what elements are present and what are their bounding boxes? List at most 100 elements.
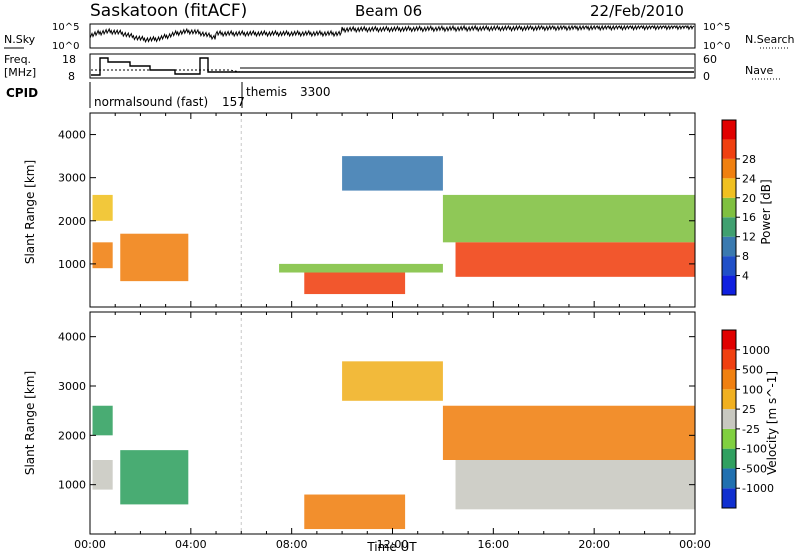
velocity-x-axis: 00:00 04:00 08:00 12:00 16:00 20:00 00:00 xyxy=(74,538,711,551)
colorbar-tick-label-1: 500 xyxy=(742,364,763,377)
colorbar-tick-label-4: -25 xyxy=(742,423,760,436)
y-tick-label-1000: 1000 xyxy=(58,258,86,271)
nave-trace xyxy=(91,69,694,73)
colorbar-tick-label-3: 25 xyxy=(742,403,756,416)
colorbar-tick-label-6: -500 xyxy=(742,462,767,475)
colorbar-tick-label-3: 16 xyxy=(742,211,756,224)
velocity-plot-area xyxy=(92,312,695,534)
x-tick-label-2: 08:00 xyxy=(276,538,308,551)
colorbar-swatch-5 xyxy=(722,409,736,429)
freq-label-line1: Freq. xyxy=(4,53,31,66)
colorbar-swatch-9 xyxy=(722,120,736,140)
scatter-region-8 xyxy=(455,242,695,277)
power-panel: 1000 2000 3000 4000 Slant Range [km] 4 8 12 16… xyxy=(23,112,773,308)
y-tick-label-2000: 2000 xyxy=(58,215,86,228)
colorbar-tick-label-6: 28 xyxy=(742,153,756,166)
noise-left-tick-bottom: 10^0 xyxy=(52,41,79,52)
x-tick-label-6: 00:00 xyxy=(679,538,711,551)
freq-panel: Freq. [MHz] 18 8 60 0 Nave xyxy=(4,53,782,83)
y-tick-label-3000: 3000 xyxy=(58,172,86,185)
colorbar-swatch-1 xyxy=(722,488,736,508)
freq-tick-bottom: 8 xyxy=(68,70,75,83)
colorbar-swatch-9 xyxy=(722,330,736,350)
colorbar-swatch-4 xyxy=(722,428,736,449)
x-tick-label-4: 16:00 xyxy=(477,538,509,551)
noise-right-tick-bottom: 10^0 xyxy=(703,41,730,52)
beam-title: Beam 06 xyxy=(355,2,422,20)
colorbar-swatch-7 xyxy=(722,369,736,390)
power-plot-area xyxy=(92,113,695,307)
scatter-region-2 xyxy=(92,405,113,436)
cpid-row: CPID normalsound (fast) 157 themis 3300 xyxy=(6,82,331,109)
x-tick-label-0: 00:00 xyxy=(74,538,106,551)
colorbar-frame xyxy=(721,329,737,509)
colorbar-tick-label-5: -100 xyxy=(742,443,767,456)
scatter-region-7 xyxy=(442,194,695,243)
velocity-panel: 1000 2000 3000 4000 00:00 04:00 08:00 12:00 16:… xyxy=(23,311,779,554)
scatter-region-5 xyxy=(342,361,443,401)
date-title: 22/Feb/2010 xyxy=(590,2,684,20)
y-tick-label-4000: 4000 xyxy=(58,129,86,142)
nave-tick-bottom: 0 xyxy=(703,70,710,83)
colorbar-tick-label-2: 100 xyxy=(742,383,763,396)
colorbar-tick-label-7: -1000 xyxy=(742,482,774,495)
colorbar-swatch-3 xyxy=(722,448,736,469)
colorbar-swatch-1 xyxy=(722,275,736,295)
scatter-region-3 xyxy=(120,450,189,505)
scatter-region-2 xyxy=(92,194,113,221)
cpid-label: CPID xyxy=(6,86,38,100)
colorbar-swatch-2 xyxy=(722,468,736,489)
noise-left-tick-top: 10^5 xyxy=(52,22,79,33)
cpid-mode-1-id: 157 xyxy=(222,95,245,109)
velocity-colorbar-label: Velocity [m s^-1] xyxy=(765,371,779,475)
colorbar-tick-label-0: 4 xyxy=(742,270,749,283)
scatter-region-1 xyxy=(92,242,113,269)
station-title: Saskatoon (fitACF) xyxy=(90,1,247,21)
x-tick-label-5: 20:00 xyxy=(578,538,610,551)
power-colorbar-label: Power [dB] xyxy=(759,179,773,244)
noise-right-tick-top: 10^5 xyxy=(703,22,730,33)
colorbar-swatch-6 xyxy=(722,389,736,410)
colorbar-tick-label-5: 24 xyxy=(742,172,756,185)
y-tick-label-3000: 3000 xyxy=(58,380,86,393)
y-tick-label-2000: 2000 xyxy=(58,429,86,442)
cpid-mode-2-name: themis xyxy=(246,85,287,99)
cpid-mode-2-id: 3300 xyxy=(300,85,331,99)
colorbar-tick-label-1: 8 xyxy=(742,250,749,263)
y-tick-label-4000: 4000 xyxy=(58,331,86,344)
noise-sky-line xyxy=(89,24,695,44)
noise-panel: N.Sky 10^5 10^0 10^5 10^0 N.Search xyxy=(4,22,795,52)
scatter-region-3 xyxy=(120,233,189,282)
nave-tick-top: 60 xyxy=(703,53,717,66)
scatter-region-1 xyxy=(92,460,113,490)
colorbar-frame xyxy=(721,119,737,296)
colorbar-swatch-8 xyxy=(722,349,736,370)
noise-left-label: N.Sky xyxy=(4,33,36,46)
freq-tick-top: 18 xyxy=(62,53,76,66)
noise-right-label: N.Search xyxy=(745,33,795,46)
x-tick-label-1: 04:00 xyxy=(175,538,207,551)
velocity-y-label: Slant Range [km] xyxy=(23,371,37,475)
colorbar-swatch-5 xyxy=(722,197,736,218)
power-colorbar: 4 8 12 16 20 24 28 xyxy=(721,119,756,296)
power-y-label: Slant Range [km] xyxy=(23,160,37,264)
freq-trace xyxy=(91,57,694,76)
noise-trace xyxy=(89,24,695,44)
colorbar-tick-label-4: 20 xyxy=(742,192,756,205)
x-tick-label-3: 12:00 xyxy=(377,538,409,551)
nave-label: Nave xyxy=(745,64,773,77)
scatter-region-6 xyxy=(442,405,695,460)
colorbar-swatch-8 xyxy=(722,139,736,159)
scatter-region-5 xyxy=(279,263,443,273)
colorbar-swatch-2 xyxy=(722,256,736,276)
power-y-axis: 1000 2000 3000 4000 xyxy=(58,113,696,307)
colorbar-tick-label-0: 1000 xyxy=(742,344,770,357)
freq-label-line2: [MHz] xyxy=(4,66,36,79)
scatter-region-4 xyxy=(304,494,406,530)
colorbar-swatch-7 xyxy=(722,158,736,179)
velocity-colorbar: 1000 500 100 25 -25 -100 -500 -1000 xyxy=(721,329,774,509)
colorbar-tick-label-2: 12 xyxy=(742,231,756,244)
scatter-region-4 xyxy=(304,272,406,295)
colorbar-swatch-4 xyxy=(722,217,736,237)
